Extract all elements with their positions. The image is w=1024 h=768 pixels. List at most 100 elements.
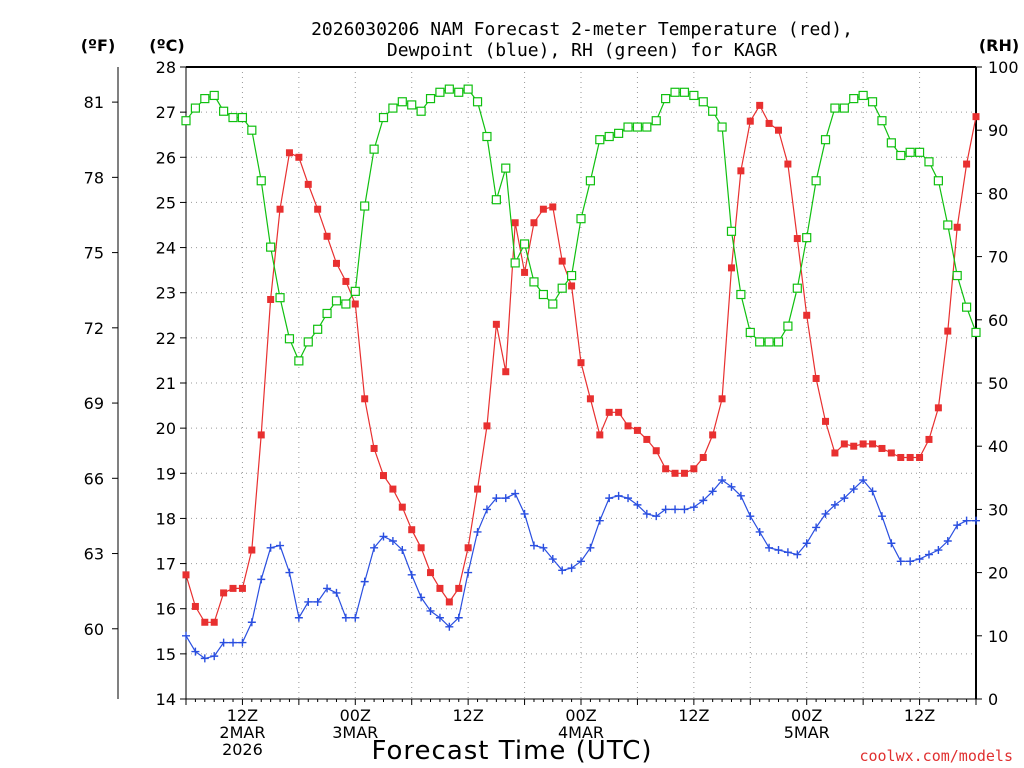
rh-point bbox=[820, 135, 831, 145]
x-tick-label: 12Z bbox=[904, 706, 935, 725]
temperature-point bbox=[229, 584, 237, 592]
series-temperature bbox=[182, 101, 980, 626]
temperature-point bbox=[596, 431, 604, 439]
temperature-point bbox=[925, 435, 933, 443]
chart-title-line-1: 2026030206 NAM Forecast 2-meter Temperat… bbox=[311, 19, 853, 40]
temperature-point bbox=[662, 465, 670, 473]
celsius-tick-label: 20 bbox=[156, 419, 176, 438]
rh-point bbox=[200, 93, 210, 104]
temperature-point bbox=[887, 449, 895, 457]
temperature-point bbox=[492, 320, 500, 328]
temperature-point bbox=[869, 440, 877, 448]
dewpoint-point bbox=[633, 500, 642, 509]
rh-point bbox=[670, 87, 680, 97]
temperature-point bbox=[718, 395, 726, 403]
rh-point bbox=[313, 324, 323, 334]
dewpoint-point bbox=[398, 546, 407, 555]
dewpoint-point bbox=[972, 516, 980, 525]
temperature-point bbox=[474, 485, 482, 493]
rh-point bbox=[407, 100, 417, 110]
temperature-point bbox=[276, 205, 284, 213]
dewpoint-point bbox=[435, 613, 444, 622]
temperature-point bbox=[314, 205, 322, 213]
rh-point bbox=[717, 122, 727, 132]
dewpoint-point bbox=[294, 613, 303, 622]
rh-point bbox=[256, 176, 266, 186]
dewpoint-point bbox=[548, 555, 557, 564]
dewpoint-point bbox=[482, 505, 491, 514]
dewpoint-point bbox=[614, 491, 623, 500]
temperature-point bbox=[464, 544, 472, 552]
dewpoint-point bbox=[351, 613, 360, 622]
series-rh bbox=[181, 84, 981, 366]
temperature-point bbox=[248, 546, 256, 554]
rh-point bbox=[482, 131, 492, 142]
dewpoint-point bbox=[840, 494, 849, 503]
rh-point bbox=[501, 163, 511, 173]
temperature-point bbox=[427, 569, 435, 577]
dewpoint-point bbox=[812, 523, 821, 532]
rh-point bbox=[595, 135, 605, 145]
dewpoint-point bbox=[332, 588, 341, 597]
celsius-tick-label: 14 bbox=[156, 690, 176, 709]
celsius-unit-label: (ºC) bbox=[149, 36, 184, 55]
celsius-tick-label: 18 bbox=[156, 509, 176, 528]
temperature-point bbox=[445, 598, 453, 606]
rh-point bbox=[623, 122, 633, 132]
dewpoint-point bbox=[360, 577, 369, 586]
rh-point bbox=[538, 289, 548, 300]
temperature-point bbox=[709, 431, 717, 439]
dewpoint-point bbox=[323, 584, 332, 593]
temperature-point bbox=[295, 153, 303, 161]
fahrenheit-tick-label: 66 bbox=[84, 469, 104, 488]
temperature-point bbox=[351, 300, 359, 308]
rh-point bbox=[905, 147, 915, 157]
dewpoint-point bbox=[304, 597, 313, 606]
dewpoint-point bbox=[605, 494, 614, 503]
dewpoint-point bbox=[586, 543, 595, 552]
rh-point bbox=[792, 283, 802, 293]
temperature-point bbox=[304, 180, 312, 188]
dewpoint-point bbox=[539, 543, 548, 552]
rh-point bbox=[491, 195, 501, 205]
rh-point bbox=[849, 93, 859, 104]
rh-point bbox=[209, 90, 219, 101]
temperature-point bbox=[539, 205, 547, 213]
rh-point bbox=[369, 144, 379, 154]
temperature-point bbox=[897, 453, 905, 461]
celsius-tick-label: 22 bbox=[156, 329, 176, 348]
rh-point bbox=[322, 308, 332, 319]
temperature-point bbox=[934, 404, 942, 412]
series-line bbox=[185, 88, 977, 363]
temperature-point bbox=[408, 526, 416, 534]
rh-point bbox=[331, 296, 342, 306]
temperature-point bbox=[746, 117, 754, 125]
rh-point bbox=[454, 87, 464, 97]
temperature-point bbox=[380, 472, 387, 480]
rh-point bbox=[689, 90, 699, 101]
rh-point bbox=[519, 239, 530, 249]
x-tick-label: 12Z bbox=[452, 706, 483, 725]
rh-point bbox=[642, 122, 652, 132]
rh-tick-label: 100 bbox=[988, 58, 1019, 77]
rh-point bbox=[971, 327, 981, 338]
temperature-point bbox=[859, 440, 867, 448]
dewpoint-point bbox=[774, 546, 783, 555]
dewpoint-point bbox=[473, 527, 482, 536]
dewpoint-point bbox=[445, 622, 454, 631]
dewpoint-point bbox=[247, 618, 256, 627]
rh-point bbox=[284, 334, 295, 344]
temperature-point bbox=[530, 219, 538, 227]
rh-point bbox=[219, 106, 229, 116]
rh-tick-label: 20 bbox=[988, 564, 1008, 583]
dewpoint-point bbox=[708, 487, 717, 496]
rh-point bbox=[585, 176, 596, 186]
celsius-tick-label: 21 bbox=[156, 374, 176, 393]
chart-title-line-2: Dewpoint (blue), RH (green) for KAGR bbox=[387, 40, 777, 61]
rh-point bbox=[632, 122, 643, 132]
series-line bbox=[185, 479, 976, 660]
temperature-point bbox=[568, 282, 576, 290]
fahrenheit-tick-label: 75 bbox=[84, 244, 104, 263]
dewpoint-point bbox=[407, 570, 416, 579]
temperature-point bbox=[389, 485, 397, 493]
